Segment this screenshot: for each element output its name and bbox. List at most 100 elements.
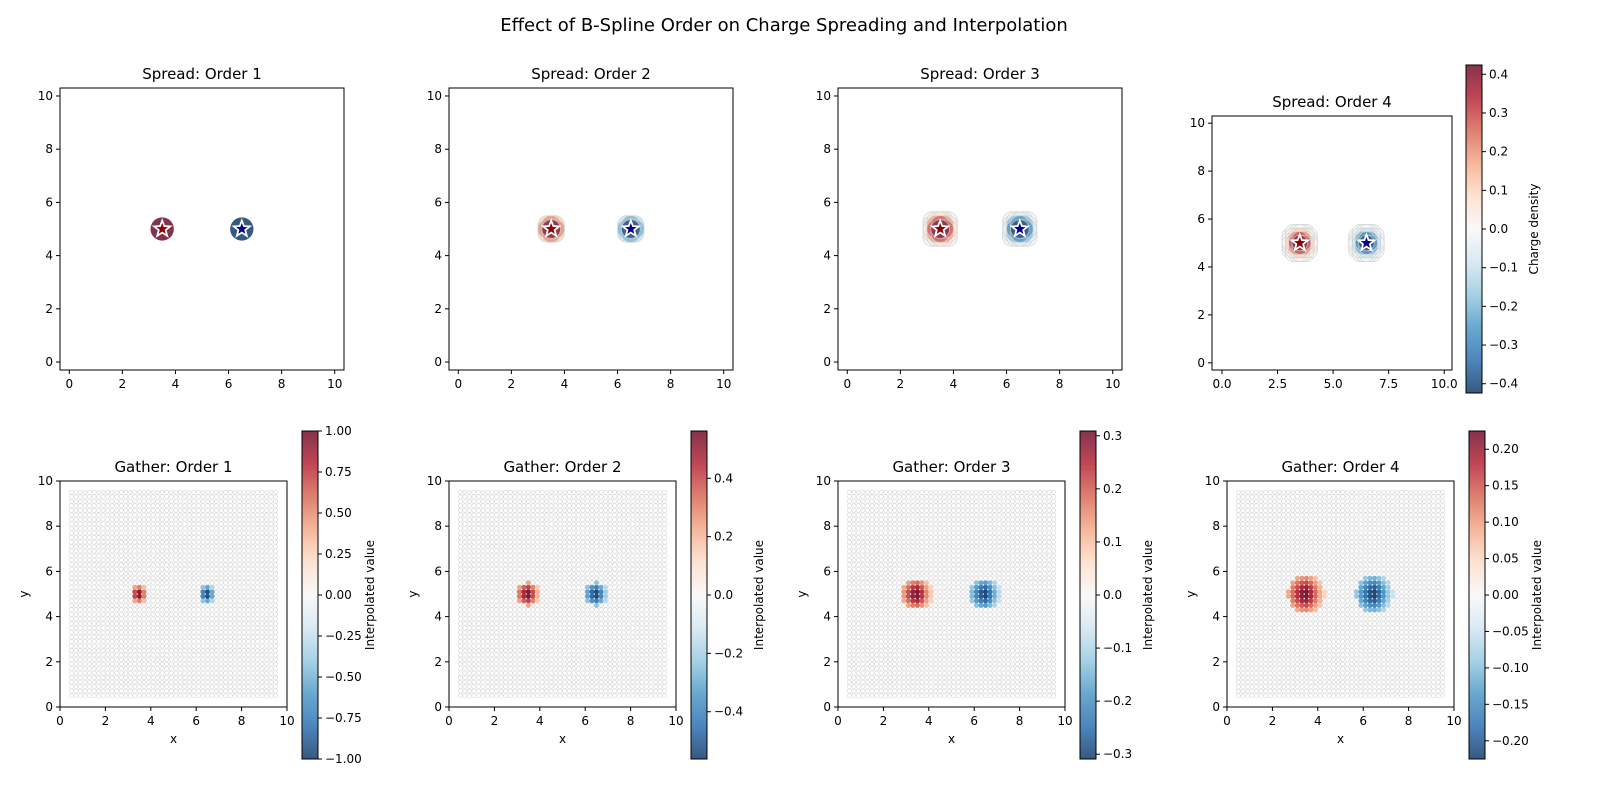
gather-grid-point [535,603,539,607]
gather-grid-point [269,630,273,634]
gather-grid-point [463,603,467,607]
gather-grid-point [246,685,250,689]
gather-grid-point [545,599,549,603]
gather-grid-point [255,694,259,698]
gather-grid-point [865,544,869,548]
gather-grid-point [653,639,657,643]
y-tick-label: 2 [45,302,53,316]
gather-grid-point [613,662,617,666]
gather-grid-point [481,630,485,634]
gather-grid-point [558,657,562,661]
gather-grid-point [192,544,196,548]
gather-grid-point [626,630,630,634]
gather-grid-point [183,680,187,684]
y-tick-label: 8 [823,142,831,156]
gather-grid-point [865,608,869,612]
gather-grid-point [228,590,232,594]
gather-grid-point [106,572,110,576]
gather-grid-point [545,662,549,666]
gather-grid-point [119,680,123,684]
gather-grid-point [594,662,598,666]
gather-grid-point [476,499,480,503]
gather-grid-point [178,617,182,621]
gather-grid-point [545,508,549,512]
gather-grid-point [156,635,160,639]
gather-grid-point [622,599,626,603]
gather-grid-point [581,495,585,499]
gather-grid-point [522,504,526,508]
gather-grid-point [78,504,82,508]
gather-grid-point [508,666,512,670]
gather-grid-point [133,513,137,517]
gather-grid-point [458,535,462,539]
gather-grid-point [581,563,585,567]
gather-point [141,589,146,594]
gather-grid-point [472,689,476,693]
gather-grid-point [196,671,200,675]
gather-grid-point [490,581,494,585]
gather-grid-point [554,685,558,689]
gather-grid-point [856,540,860,544]
gather-grid-point [233,576,237,580]
gather-grid-point [146,553,150,557]
gather-grid-point [495,639,499,643]
gather-grid-point [631,603,635,607]
gather-grid-point [260,621,264,625]
colorbar-tick-label: 0.4 [714,471,733,485]
gather-grid-point [604,680,608,684]
gather-grid-point [224,522,228,526]
gather-grid-point [74,576,78,580]
gather-grid-point [856,581,860,585]
colorbar-tick-label: 0.0 [714,588,733,602]
gather-grid-point [599,535,603,539]
gather-grid-point [481,590,485,594]
gather-grid-point [558,648,562,652]
gather-grid-point [101,581,105,585]
gather-grid-point [228,666,232,670]
gather-grid-point [874,626,878,630]
gather-grid-point [476,608,480,612]
gather-grid-point [526,689,530,693]
gather-grid-point [124,553,128,557]
gather-grid-point [594,644,598,648]
gather-grid-point [658,513,662,517]
gather-grid-point [237,599,241,603]
gather-grid-point [485,535,489,539]
gather-grid-point [653,526,657,530]
gather-grid-point [160,522,164,526]
gather-grid-point [269,544,273,548]
gather-grid-point [663,522,667,526]
gather-grid-point [96,639,100,643]
colorbar-tick-label: 0.50 [325,506,352,520]
gather-grid-point [472,499,476,503]
gather-grid-point [472,621,476,625]
gather-grid-point [576,685,580,689]
gather-grid-point [187,676,191,680]
gather-grid-point [481,689,485,693]
gather-grid-point [264,621,268,625]
y-tick-label: 4 [45,249,53,263]
gather-grid-point [201,617,205,621]
gather-grid-point [663,653,667,657]
gather-grid-point [861,685,865,689]
gather-grid-point [513,671,517,675]
gather-grid-point [495,531,499,535]
gather-grid-point [513,608,517,612]
gather-grid-point [74,535,78,539]
gather-grid-point [110,608,114,612]
gather-grid-point [228,522,232,526]
gather-grid-point [192,522,196,526]
gather-grid-point [96,549,100,553]
gather-grid-point [549,508,553,512]
gather-grid-point [572,608,576,612]
gather-grid-point [78,662,82,666]
gather-grid-point [604,676,608,680]
gather-point [585,589,590,594]
gather-grid-point [467,662,471,666]
gather-grid-point [137,522,141,526]
gather-grid-point [631,662,635,666]
gather-grid-point [119,535,123,539]
gather-grid-point [178,635,182,639]
gather-grid-point [513,676,517,680]
gather-grid-point [490,630,494,634]
